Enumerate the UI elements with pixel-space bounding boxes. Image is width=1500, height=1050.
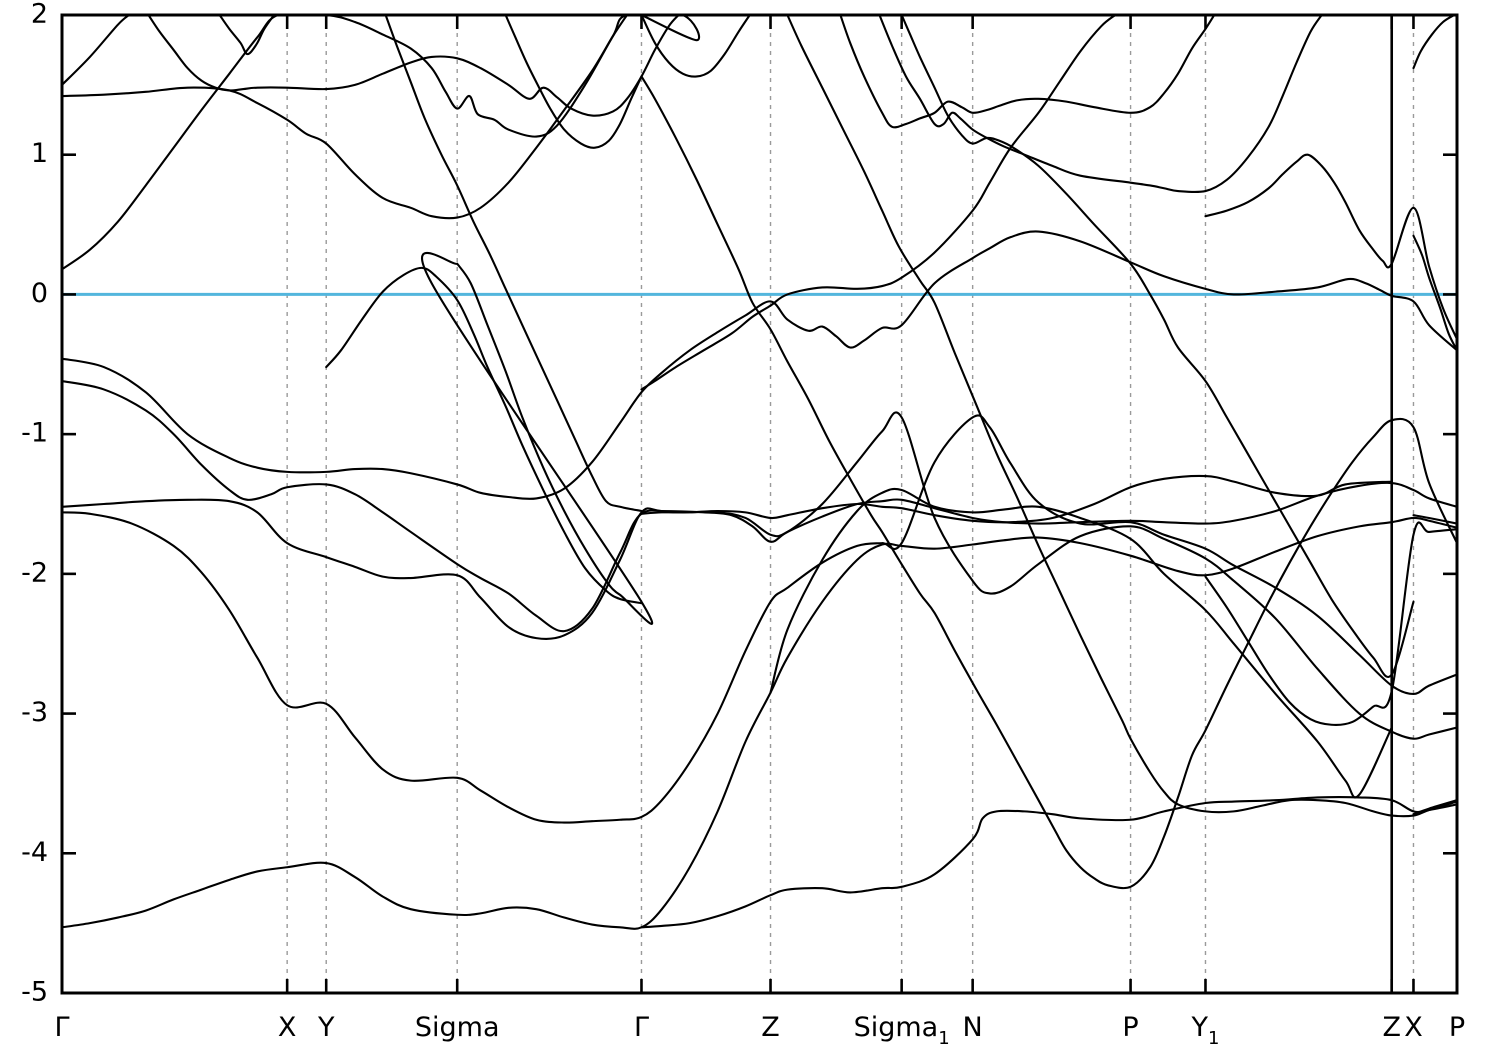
y-axis-label-7: -5 xyxy=(21,977,48,1008)
x-axis-label-y-2: Y xyxy=(317,1012,335,1043)
x-axis-label-x-11: X xyxy=(1404,1012,1423,1043)
band-25 xyxy=(1412,799,1457,816)
x-axis-label-p-8: P xyxy=(1122,1012,1138,1043)
y-axis-ticks-group xyxy=(62,153,1457,855)
plot-frame xyxy=(60,13,1459,995)
band-2 xyxy=(62,414,1457,824)
y-axis-label-5: -3 xyxy=(21,697,48,728)
x-axis-label-x-1: X xyxy=(278,1012,297,1043)
band-26 xyxy=(504,15,643,149)
band-24 xyxy=(1412,514,1457,525)
x-axis-labels-group: Γ X Y Sigma Γ Z Sigma1 N P Y1 Z X P xyxy=(54,1012,1465,1049)
band-15 xyxy=(640,15,1117,391)
band-18 xyxy=(839,15,1216,129)
band-1 xyxy=(62,516,1457,930)
y-axis-label-6: -4 xyxy=(21,837,48,868)
y-axis-label-3: -1 xyxy=(21,418,48,449)
band-9 xyxy=(147,15,680,117)
x-axis-label-gamma-0: Γ xyxy=(54,1012,69,1043)
band-29 xyxy=(325,266,643,605)
y-axis-labels-group: 2 1 0 -1 -2 -3 -4 -5 xyxy=(21,0,48,1008)
x-axis-label-sigma-1-6: Sigma1 xyxy=(854,1012,950,1049)
band-17 xyxy=(900,15,1415,678)
band-4 xyxy=(62,380,1457,740)
band-10 xyxy=(218,15,276,56)
band-8 xyxy=(62,15,131,86)
x-axis-label-z-10: Z xyxy=(1382,1012,1401,1043)
y-axis-label-1: 1 xyxy=(31,138,48,169)
x-axis-label-sigma-3: Sigma xyxy=(415,1012,500,1043)
band-16 xyxy=(640,75,1457,890)
band-5 xyxy=(62,230,1457,500)
band-22 xyxy=(1412,234,1457,352)
y-axis-label-2: 0 xyxy=(31,278,48,309)
y-axis-label-0: 2 xyxy=(31,0,48,30)
band-7 xyxy=(62,15,629,220)
x-axis-label-z-5: Z xyxy=(761,1012,780,1043)
band-20 xyxy=(1204,153,1457,341)
y-axis-label-4: -2 xyxy=(21,557,48,588)
band-30 xyxy=(640,474,1393,524)
band-28 xyxy=(421,251,654,625)
band-3 xyxy=(62,481,1457,641)
band-12 xyxy=(786,15,1457,818)
band-23 xyxy=(1412,15,1456,70)
band-curves-group xyxy=(62,15,1457,930)
band-19 xyxy=(878,15,1323,194)
x-axis-label-y-1-9: Y1 xyxy=(1191,1012,1220,1049)
band-27 xyxy=(384,15,643,513)
x-axis-label-gamma-4: Γ xyxy=(634,1012,649,1043)
band-11 xyxy=(640,15,751,78)
x-axis-label-n-7: N xyxy=(963,1012,983,1043)
x-axis-ticks-group xyxy=(285,15,1415,993)
band-13 xyxy=(640,795,1457,929)
x-axis-label-p-12: P xyxy=(1449,1012,1465,1043)
band-21 xyxy=(1204,521,1457,726)
band-14 xyxy=(769,487,1393,799)
